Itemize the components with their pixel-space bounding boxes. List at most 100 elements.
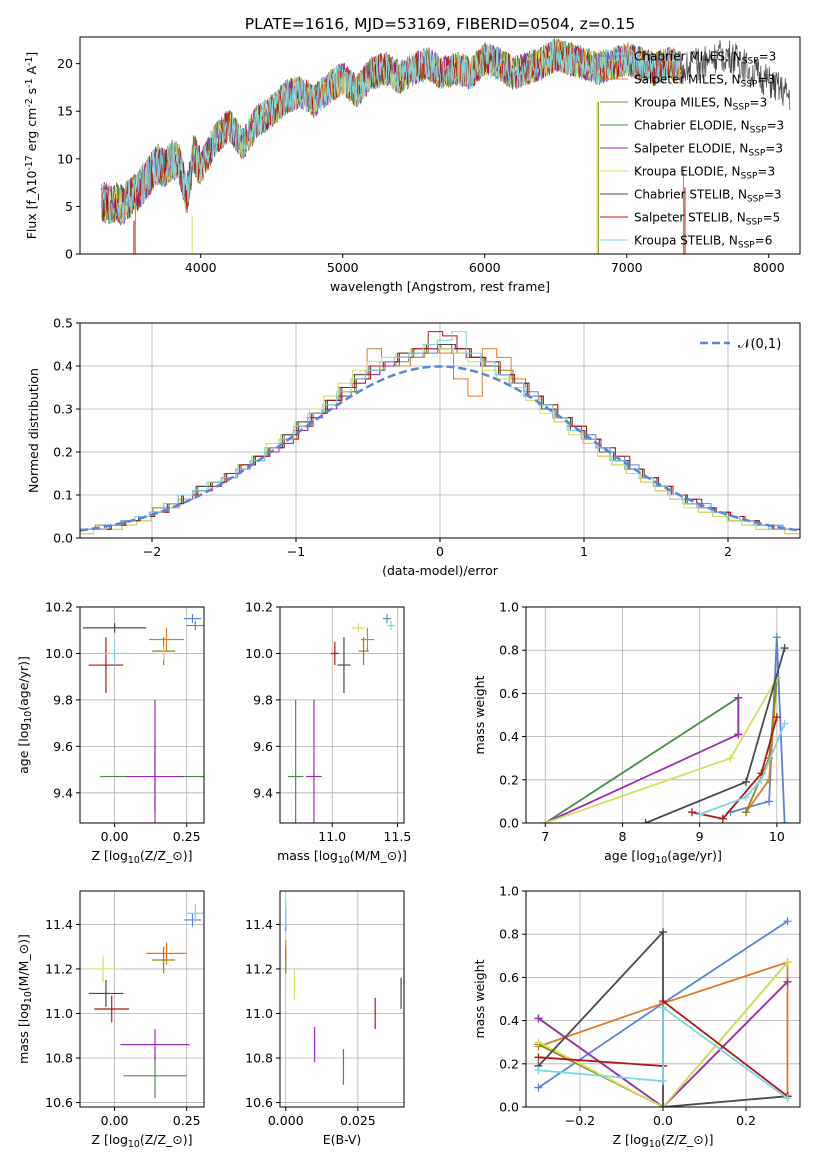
data-point bbox=[351, 623, 365, 633]
y-tick-label: 10.8 bbox=[245, 1051, 273, 1066]
weight_vs_age-marks bbox=[541, 633, 789, 823]
legend-entry: Kroupa STELIB, NSSP=6 bbox=[634, 234, 772, 251]
y-tick-label: 11.2 bbox=[45, 961, 73, 976]
weight-series-line bbox=[544, 696, 740, 823]
x-axis-label: E(B-V) bbox=[323, 1132, 362, 1147]
spectrum-legend: Chabrier MILES, NSSP=3 Salpeter MILES, NS… bbox=[600, 50, 784, 251]
mass_vs_ebv-marks bbox=[285, 899, 402, 1085]
data-point bbox=[337, 637, 351, 693]
data-point bbox=[287, 699, 304, 823]
weight_vs_Z-marks bbox=[534, 917, 792, 1107]
weight-marker bbox=[783, 958, 792, 967]
y-tick-label: 0.1 bbox=[53, 488, 73, 503]
y-tick-label: 0.6 bbox=[499, 686, 519, 701]
x-axis-label: Z [log10(Z/Z_⊙)] bbox=[612, 1132, 713, 1150]
x-tick-label: −0.2 bbox=[565, 1113, 595, 1128]
y-tick-label: 0 bbox=[65, 247, 73, 262]
y-tick-label: 9.6 bbox=[53, 739, 73, 754]
weight-marker bbox=[534, 1066, 543, 1075]
data-point bbox=[120, 1029, 190, 1061]
y-tick-label: 20 bbox=[57, 56, 73, 71]
data-point bbox=[358, 637, 369, 666]
y-tick-label: 9.8 bbox=[253, 692, 273, 707]
y-tick-label: 1.0 bbox=[499, 600, 519, 615]
y-tick-label: 0.0 bbox=[499, 1100, 519, 1115]
weight-marker bbox=[772, 713, 781, 722]
spectrum-plot: 4000 5000 6000 7000 8000 0 5 10 15 20 wavelength [… bbox=[24, 36, 801, 294]
x-tick-label: 0.0 bbox=[653, 1113, 673, 1128]
x-tick-label: 11.0 bbox=[318, 829, 346, 844]
y-tick-label: 0.0 bbox=[53, 531, 73, 546]
x-tick-label: 8 bbox=[619, 829, 627, 844]
weight-marker bbox=[765, 775, 774, 784]
x-axis-label: Z [log10(Z/Z_⊙)] bbox=[91, 848, 192, 866]
histogram-step bbox=[80, 344, 800, 535]
x-tick-label: −2 bbox=[143, 544, 161, 559]
y-tick-label: 9.4 bbox=[53, 785, 73, 800]
weight-marker bbox=[783, 917, 792, 926]
y-tick-label: 10.0 bbox=[45, 646, 73, 661]
y-tick-label: 10.6 bbox=[45, 1095, 73, 1110]
axes-frame bbox=[79, 322, 801, 539]
x-tick-label: 0.2 bbox=[736, 1113, 756, 1128]
weight-series-line bbox=[645, 647, 786, 823]
residual_histogram-marks bbox=[80, 331, 800, 535]
weight_vs_Z-plot: −0.2 0.0 0.2 0.0 0.2 0.4 0.6 0.8 1.0 Z [log10(Z/Z… bbox=[472, 884, 801, 1150]
y-tick-label: 0.0 bbox=[499, 816, 519, 831]
legend-entry: Kroupa ELODIE, NSSP=3 bbox=[634, 165, 775, 182]
weight-marker bbox=[741, 777, 750, 786]
weight-marker bbox=[541, 819, 550, 823]
data-point bbox=[82, 623, 147, 633]
y-tick-label: 0.4 bbox=[499, 729, 519, 744]
weight-marker bbox=[726, 754, 735, 763]
axes-frame bbox=[79, 36, 801, 255]
data-point bbox=[149, 627, 184, 652]
age_vs_mass-plot: 11.0 11.5 9.4 9.6 9.8 10.0 10.2 mass [log10(M/M… bbox=[245, 600, 411, 867]
data-point bbox=[186, 620, 204, 631]
weight-series-line bbox=[538, 961, 789, 1097]
axes-frame bbox=[79, 606, 205, 824]
weight-marker bbox=[718, 814, 727, 823]
weight-series-line bbox=[537, 981, 789, 1107]
x-tick-label: 0.25 bbox=[173, 829, 201, 844]
weight-marker bbox=[757, 775, 766, 784]
axes-frame bbox=[79, 890, 205, 1108]
data-point bbox=[183, 913, 202, 927]
legend-entry: Salpeter STELIB, NSSP=5 bbox=[634, 211, 780, 228]
spectrum-marks bbox=[100, 38, 791, 254]
y-tick-label: 9.6 bbox=[253, 739, 273, 754]
y-tick-label: 9.8 bbox=[53, 692, 73, 707]
y-tick-label: 11.4 bbox=[245, 917, 273, 932]
legend-entry: Chabrier MILES, NSSP=3 bbox=[634, 50, 776, 67]
y-axis-label: Normed distribution bbox=[26, 368, 41, 493]
axes-frame bbox=[279, 890, 405, 1108]
x-tick-label: 0.00 bbox=[101, 829, 129, 844]
weight-marker bbox=[780, 644, 789, 653]
x-tick-label: 9 bbox=[696, 829, 704, 844]
histogram-step bbox=[80, 344, 800, 535]
weight-marker bbox=[741, 793, 750, 802]
x-tick-label: 0 bbox=[436, 544, 444, 559]
weight-marker bbox=[659, 1103, 667, 1107]
weight-marker bbox=[659, 1003, 667, 1012]
data-point bbox=[360, 627, 374, 652]
weight-marker bbox=[534, 1053, 543, 1062]
weight-marker bbox=[772, 633, 781, 642]
histogram-step bbox=[80, 331, 798, 530]
x-tick-label: 0.025 bbox=[340, 1113, 376, 1128]
data-point bbox=[152, 946, 176, 974]
weight-marker bbox=[534, 1083, 543, 1092]
x-tick-label: 7 bbox=[541, 829, 549, 844]
data-point bbox=[146, 942, 187, 965]
y-tick-label: 15 bbox=[57, 104, 73, 119]
x-axis-label: (data-model)/error bbox=[382, 563, 499, 578]
weight-series-line bbox=[538, 1005, 789, 1100]
age_vs_mass-marks bbox=[287, 613, 395, 823]
y-axis-label: mass weight bbox=[472, 959, 487, 1038]
data-point bbox=[97, 641, 132, 666]
weight-marker bbox=[780, 819, 789, 823]
y-tick-label: 9.4 bbox=[253, 785, 273, 800]
weight-marker bbox=[734, 693, 743, 702]
weight-marker bbox=[783, 1094, 792, 1103]
data-point bbox=[387, 620, 395, 631]
